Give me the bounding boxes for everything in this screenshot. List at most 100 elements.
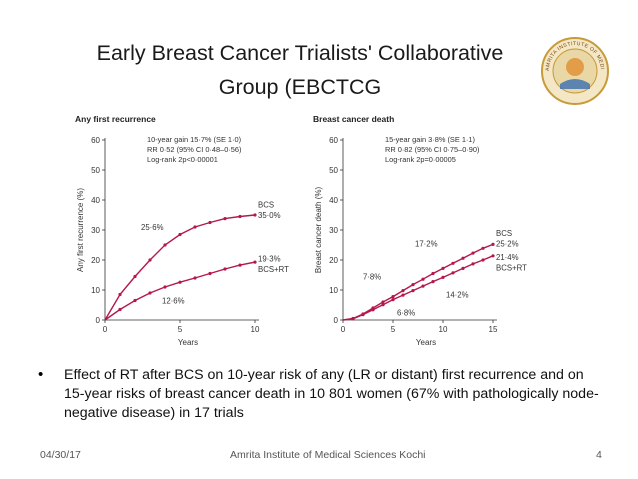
data-point-bcs	[451, 261, 455, 265]
data-point-bcs-rt	[208, 271, 212, 276]
bullet-marker: •	[38, 366, 44, 383]
data-point-bcs-rt	[401, 293, 405, 297]
data-point-bcs-rt	[148, 291, 152, 295]
data-point-bcs-rt	[441, 275, 445, 279]
data-point-bcs-rt	[451, 271, 455, 275]
data-point-bcs-rt	[223, 267, 227, 271]
chart-breast-cancer-death: Breast cancer death 0 10 20 30 40 50 60 0 5 10 15 Ye…	[313, 110, 543, 350]
x-axis-label: Years	[178, 338, 198, 347]
data-label: 35·0%	[258, 211, 281, 220]
footer-institution: Amrita Institute of Medical Sciences Koc…	[230, 449, 426, 461]
y-tick-label: 50	[329, 166, 338, 175]
data-label: 17·2%	[415, 240, 438, 249]
footer-page-number: 4	[596, 449, 602, 461]
data-point-bcs	[178, 232, 182, 237]
bullet-item: • Effect of RT after BCS on 10-year risk…	[38, 366, 608, 423]
chart-svg-breast-cancer-death: Breast cancer death 0 10 20 30 40 50 60 0 5 10 15 Ye…	[313, 114, 527, 347]
series-line-bcs-rt	[342, 255, 494, 321]
chart-any-first-recurrence: Any first recurrence 0 10 20 30 40 50 60 0 5 10 Yea…	[75, 110, 305, 350]
data-point-bcs	[401, 289, 405, 293]
data-label: 25·6%	[141, 223, 164, 232]
y-tick-label: 20	[329, 256, 338, 265]
data-point-bcs	[421, 277, 425, 281]
x-axis-label: Years	[416, 338, 436, 347]
data-point-bcs-rt	[193, 276, 197, 280]
x-tick-label: 5	[391, 325, 396, 334]
y-tick-label: 40	[329, 196, 338, 205]
data-point-bcs	[411, 283, 415, 287]
data-label: 14·2%	[446, 291, 469, 300]
y-tick-label: 10	[91, 286, 100, 295]
data-point-bcs	[431, 271, 435, 276]
institute-logo: AMRITA INSTITUTE OF MEDICAL SCIENCES	[540, 36, 609, 105]
data-point-bcs-rt	[471, 262, 475, 266]
data-label: 12·6%	[162, 297, 185, 306]
data-point-bcs-rt	[431, 280, 435, 284]
data-point-bcs	[208, 220, 212, 225]
x-tick-label: 15	[489, 325, 498, 334]
y-tick-label: 30	[329, 226, 338, 235]
data-point-bcs-rt	[133, 298, 137, 303]
x-tick-label: 10	[439, 325, 448, 334]
data-label: BCS	[496, 229, 512, 238]
data-label: BCS	[258, 201, 274, 210]
x-tick-label: 0	[341, 325, 346, 334]
y-axis-label: Breast cancer death (%)	[314, 187, 323, 274]
x-tick-label: 0	[103, 325, 108, 334]
y-tick-label: 60	[91, 136, 100, 145]
data-point-bcs	[238, 214, 242, 219]
stats-line: Log-rank 2p=0·00005	[385, 155, 456, 164]
data-point-bcs	[118, 292, 122, 297]
y-tick-label: 20	[91, 256, 100, 265]
bullet-text: Effect of RT after BCS on 10-year risk o…	[64, 367, 599, 421]
y-tick-label: 0	[334, 316, 339, 325]
data-point-bcs-rt	[411, 289, 415, 293]
chart-svg-any-first-recurrence: Any first recurrence 0 10 20 30 40 50 60 0 5 10 Yea…	[75, 114, 289, 347]
chart-title: Any first recurrence	[75, 114, 156, 124]
stats-line: RR 0·82 (95% CI 0·75–0·90)	[385, 145, 479, 154]
y-tick-label: 10	[329, 286, 338, 295]
data-point-bcs	[193, 225, 197, 229]
data-label: 7·8%	[363, 273, 381, 282]
y-tick-label: 60	[329, 136, 338, 145]
data-point-bcs	[481, 246, 485, 250]
slide-title: Early Breast Cancer Trialists' Collabora…	[30, 36, 570, 104]
data-point-bcs	[391, 295, 395, 299]
data-label: BCS+RT	[258, 265, 289, 274]
data-point-bcs	[223, 217, 227, 221]
data-point-bcs	[441, 266, 445, 270]
chart-title: Breast cancer death	[313, 114, 394, 124]
data-point-bcs	[381, 300, 385, 304]
stats-line: Log-rank 2p<0·00001	[147, 155, 218, 164]
data-point-bcs-rt	[381, 303, 385, 307]
data-point-bcs-rt	[371, 308, 375, 312]
stats-line: RR 0·52 (95% CI 0·48–0·56)	[147, 145, 241, 154]
stats-line: 10-year gain 15·7% (SE 1·0)	[147, 135, 241, 144]
y-axis-label: Any first recurrence (%)	[76, 188, 85, 272]
footer-date: 04/30/17	[40, 449, 81, 461]
y-tick-label: 50	[91, 166, 100, 175]
data-point-bcs	[133, 274, 137, 279]
x-tick-label: 10	[251, 325, 260, 334]
data-label: 21·4%	[496, 253, 519, 262]
x-tick-label: 5	[178, 325, 183, 334]
data-point-bcs-rt	[351, 317, 355, 321]
series-line-bcs	[342, 243, 494, 321]
data-point-bcs-rt	[118, 307, 122, 312]
y-tick-label: 30	[91, 226, 100, 235]
data-point-bcs-rt	[491, 254, 495, 258]
data-point-bcs	[253, 213, 257, 217]
title-line-2: Group (EBCTCG	[218, 75, 382, 99]
data-point-bcs-rt	[178, 280, 182, 284]
data-point-bcs-rt	[421, 284, 425, 288]
data-point-bcs-rt	[391, 298, 395, 302]
data-label: 19·3%	[258, 255, 281, 264]
data-point-bcs-rt	[461, 266, 465, 270]
data-point-bcs	[163, 243, 167, 247]
data-point-bcs	[491, 242, 495, 246]
data-point-bcs	[461, 256, 465, 260]
stats-line: 15-year gain 3·8% (SE 1·1)	[385, 135, 475, 144]
y-tick-label: 40	[91, 196, 100, 205]
series-line-bcs-rt	[104, 261, 256, 321]
data-point-bcs-rt	[361, 313, 365, 317]
